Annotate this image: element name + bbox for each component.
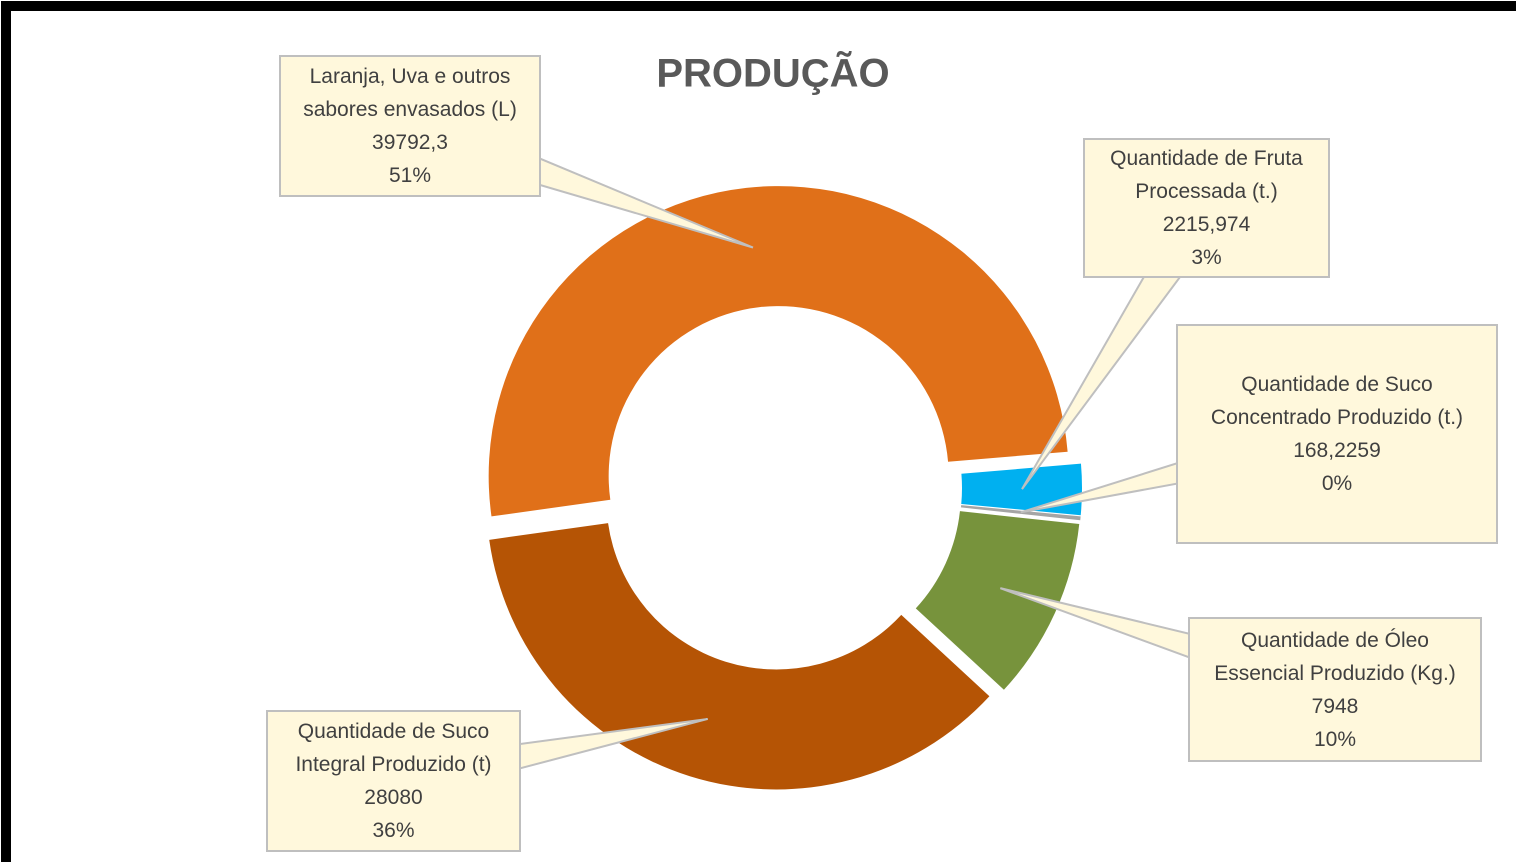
category-label: Quantidade de Fruta Processada (t.): [1110, 147, 1303, 203]
percent-label: 10%: [1313, 727, 1357, 751]
data-label-box: Quantidade de Óleo Essencial Produzido (…: [1188, 617, 1482, 762]
value-label: 28080: [364, 786, 423, 809]
value-label: 2215,974: [1162, 213, 1251, 236]
donut-slice: [960, 505, 1081, 521]
percent-label: 3%: [1191, 246, 1222, 269]
chart-title: PRODUÇÃO: [656, 50, 889, 96]
percent-label: 51%: [388, 164, 432, 187]
value-label: 168,2259: [1293, 439, 1381, 462]
category-label: Quantidade de Suco Concentrado Produzido…: [1210, 373, 1464, 429]
data-label-box: Quantidade de Suco Integral Produzido (t…: [266, 710, 521, 852]
percent-label: 36%: [372, 819, 415, 842]
value-label: 39792,3: [372, 131, 448, 154]
donut-slice: [915, 511, 1080, 690]
data-label-box: Laranja, Uva e outros sabores envasados …: [279, 55, 541, 197]
donut-slice: [488, 186, 1068, 517]
value-label: 7948: [1311, 694, 1359, 718]
category-label: Laranja, Uva e outros sabores envasados …: [303, 65, 517, 121]
category-label: Quantidade de Óleo Essencial Produzido (…: [1214, 628, 1456, 685]
donut-slice: [489, 523, 990, 790]
category-label: Quantidade de Suco Integral Produzido (t…: [295, 720, 492, 776]
data-label-box: Quantidade de Fruta Processada (t.) 2215,…: [1083, 138, 1330, 278]
data-label-box: Quantidade de Suco Concentrado Produzido…: [1176, 324, 1498, 544]
percent-label: 0%: [1321, 472, 1353, 495]
